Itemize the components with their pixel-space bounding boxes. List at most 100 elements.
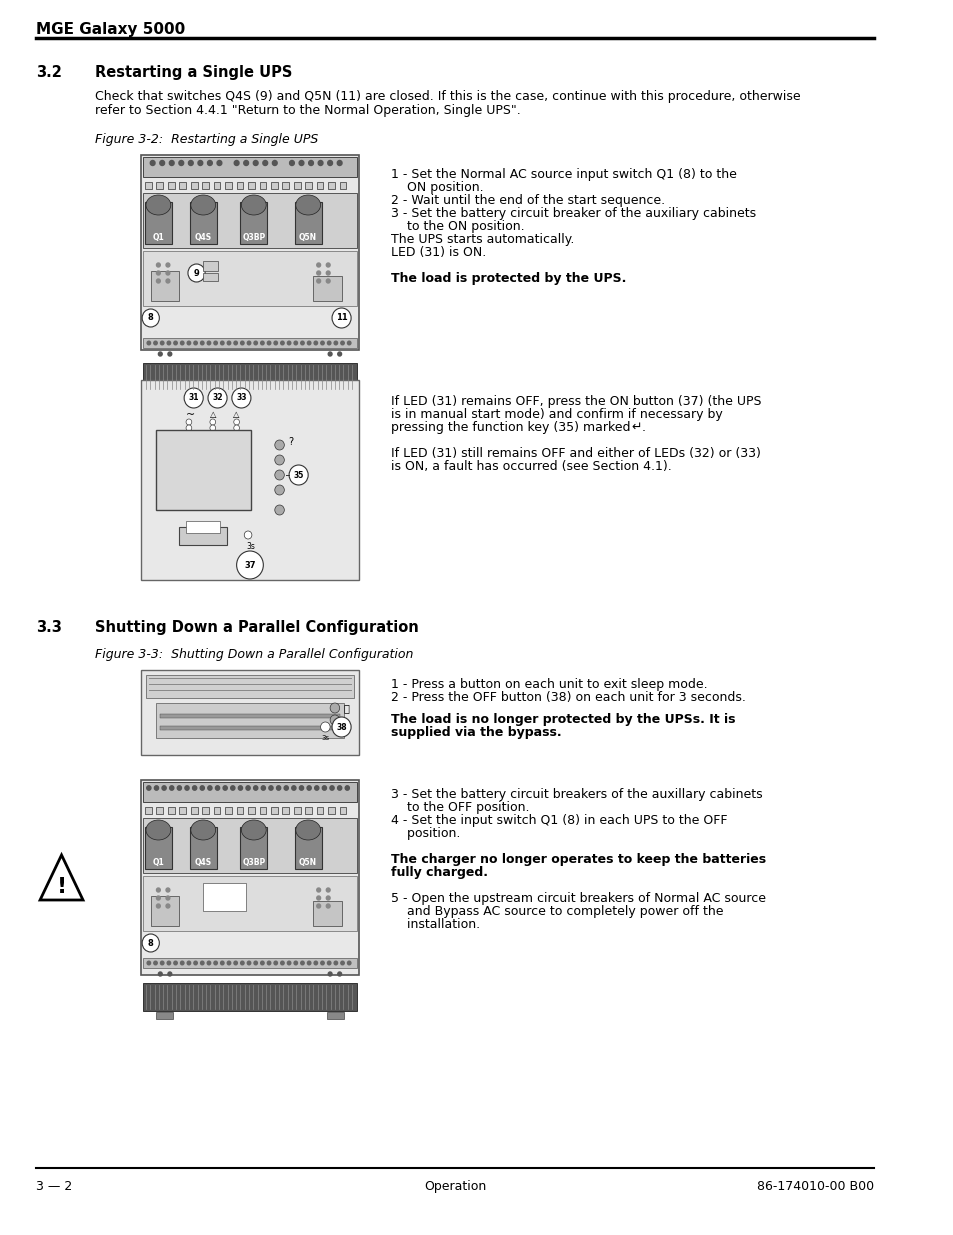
Circle shape (168, 352, 172, 356)
Text: 3s: 3s (321, 735, 329, 741)
Circle shape (200, 961, 204, 965)
Ellipse shape (191, 195, 215, 215)
Circle shape (253, 341, 257, 345)
Bar (240, 827, 267, 869)
Bar (259, 806, 266, 814)
Circle shape (299, 785, 303, 790)
Bar (294, 806, 300, 814)
Circle shape (280, 341, 284, 345)
Circle shape (274, 471, 284, 480)
Bar (259, 182, 266, 189)
Circle shape (189, 161, 193, 165)
Circle shape (173, 341, 177, 345)
Text: If LED (31) remains OFF, press the ON button (37) (the UPS: If LED (31) remains OFF, press the ON bu… (391, 395, 760, 408)
Circle shape (180, 341, 184, 345)
Text: 8: 8 (148, 939, 153, 947)
Circle shape (274, 454, 284, 466)
Text: Figure 3-3:  Shutting Down a Parallel Configuration: Figure 3-3: Shutting Down a Parallel Con… (95, 648, 414, 661)
Circle shape (326, 279, 330, 283)
Circle shape (318, 161, 323, 165)
Text: Q4S: Q4S (194, 858, 212, 867)
Text: The charger no longer operates to keep the batteries: The charger no longer operates to keep t… (391, 853, 765, 866)
Ellipse shape (146, 820, 171, 840)
Bar (141, 156, 358, 350)
Text: ↵: ↵ (631, 421, 641, 433)
Ellipse shape (241, 820, 266, 840)
Circle shape (337, 352, 341, 356)
Bar (236, 806, 243, 814)
Circle shape (147, 961, 151, 965)
Circle shape (274, 961, 277, 965)
Circle shape (233, 341, 237, 345)
Circle shape (168, 972, 172, 976)
Circle shape (300, 341, 304, 345)
Circle shape (167, 961, 171, 965)
Circle shape (290, 161, 294, 165)
Text: is in manual start mode) and confirm if necessary by: is in manual start mode) and confirm if … (391, 408, 722, 421)
Text: ?: ? (288, 437, 294, 447)
Bar (282, 182, 289, 189)
Circle shape (299, 161, 304, 165)
Circle shape (166, 904, 170, 908)
Circle shape (208, 388, 227, 408)
Text: 35: 35 (294, 471, 303, 479)
Bar (145, 806, 152, 814)
Circle shape (247, 961, 251, 965)
Bar (316, 806, 323, 814)
Circle shape (337, 972, 341, 976)
Circle shape (208, 161, 213, 165)
Circle shape (287, 961, 291, 965)
Bar (202, 806, 209, 814)
Circle shape (227, 341, 231, 345)
Circle shape (327, 961, 331, 965)
Text: The load is protected by the UPS.: The load is protected by the UPS. (391, 272, 626, 285)
Bar (179, 182, 186, 189)
Circle shape (156, 904, 160, 908)
Circle shape (158, 352, 162, 356)
Text: 9: 9 (193, 268, 199, 278)
Circle shape (309, 161, 314, 165)
Circle shape (260, 341, 264, 345)
Circle shape (220, 961, 224, 965)
Circle shape (253, 961, 257, 965)
Circle shape (162, 785, 166, 790)
Bar (143, 363, 356, 391)
Text: Q3BP: Q3BP (242, 233, 265, 242)
Circle shape (269, 785, 273, 790)
Circle shape (210, 425, 215, 431)
Bar (248, 182, 254, 189)
Circle shape (231, 785, 234, 790)
Bar (160, 726, 339, 730)
Circle shape (274, 440, 284, 450)
Text: Q1: Q1 (152, 858, 164, 867)
Bar (143, 782, 356, 802)
Text: 86-174010-00 B00: 86-174010-00 B00 (756, 1179, 873, 1193)
Bar (168, 806, 174, 814)
Circle shape (160, 161, 165, 165)
Bar (156, 806, 163, 814)
Bar (225, 806, 232, 814)
Bar (339, 806, 346, 814)
Circle shape (200, 785, 204, 790)
Bar (145, 203, 172, 245)
Circle shape (166, 897, 170, 900)
Circle shape (166, 263, 170, 267)
Text: ON position.: ON position. (391, 182, 483, 194)
Text: fully charged.: fully charged. (391, 866, 488, 879)
Text: installation.: installation. (391, 918, 479, 931)
Circle shape (330, 703, 339, 713)
Bar (191, 182, 197, 189)
Circle shape (345, 785, 349, 790)
Bar (213, 182, 220, 189)
Text: 11: 11 (335, 314, 347, 322)
Circle shape (236, 551, 263, 579)
Bar (282, 806, 289, 814)
Text: 3.3: 3.3 (36, 620, 62, 635)
Circle shape (166, 270, 170, 275)
Circle shape (232, 388, 251, 408)
Circle shape (260, 961, 264, 965)
Circle shape (244, 161, 249, 165)
Circle shape (213, 341, 217, 345)
Circle shape (334, 961, 337, 965)
Ellipse shape (241, 195, 266, 215)
